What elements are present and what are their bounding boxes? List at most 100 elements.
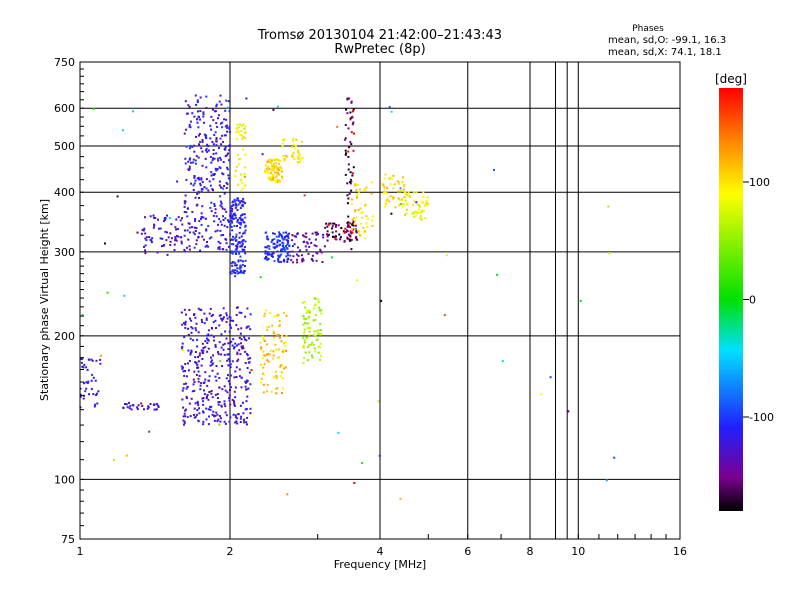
data-point xyxy=(225,242,228,245)
data-point xyxy=(183,336,186,339)
data-point xyxy=(283,138,286,141)
data-point xyxy=(246,354,249,357)
data-point xyxy=(242,123,245,126)
data-point xyxy=(413,216,416,218)
data-point xyxy=(313,307,316,310)
data-point xyxy=(181,217,183,220)
y-tick-label: 500 xyxy=(54,140,75,153)
data-point xyxy=(212,173,215,176)
data-point xyxy=(194,218,197,220)
data-point xyxy=(80,361,83,364)
data-point xyxy=(227,145,230,147)
data-point xyxy=(276,105,279,108)
data-point xyxy=(236,270,239,273)
data-point xyxy=(200,318,203,321)
data-point xyxy=(205,318,208,321)
x-tick-label: 8 xyxy=(527,545,534,558)
data-point xyxy=(278,179,281,181)
data-point xyxy=(389,195,392,198)
data-point xyxy=(285,239,288,242)
data-point xyxy=(277,333,280,336)
data-point xyxy=(185,145,188,148)
data-point xyxy=(198,116,201,119)
data-point xyxy=(337,224,340,227)
data-point xyxy=(279,180,282,183)
data-point xyxy=(208,312,211,315)
data-point xyxy=(281,177,284,180)
data-point xyxy=(282,387,285,390)
data-point xyxy=(183,248,186,251)
data-point xyxy=(194,179,197,182)
data-point xyxy=(203,393,206,396)
data-point xyxy=(214,230,217,233)
data-point xyxy=(350,101,353,104)
data-point xyxy=(347,233,350,236)
data-point xyxy=(210,361,213,364)
data-point xyxy=(286,252,289,255)
data-point xyxy=(192,158,195,161)
data-point xyxy=(196,203,199,206)
data-point xyxy=(231,360,234,363)
data-point xyxy=(232,243,235,246)
data-point xyxy=(380,299,383,302)
data-point xyxy=(199,118,202,121)
data-point xyxy=(91,373,94,376)
data-point xyxy=(125,454,128,457)
data-point xyxy=(241,248,244,251)
data-point xyxy=(182,370,185,373)
data-point xyxy=(206,395,208,398)
data-point xyxy=(344,173,347,176)
data-point xyxy=(248,361,251,364)
data-point xyxy=(141,405,144,407)
data-point xyxy=(346,225,349,228)
data-point xyxy=(231,207,234,210)
data-point xyxy=(281,371,284,374)
data-point xyxy=(85,366,88,369)
data-point xyxy=(211,327,213,329)
data-point xyxy=(224,330,227,333)
data-point xyxy=(233,390,236,393)
data-point xyxy=(291,250,294,253)
data-point xyxy=(240,200,243,202)
data-point xyxy=(319,250,322,253)
data-point xyxy=(281,142,284,145)
data-point xyxy=(268,245,271,248)
data-point xyxy=(301,258,304,261)
data-point xyxy=(241,347,244,350)
data-point xyxy=(271,255,274,258)
data-point xyxy=(389,176,392,179)
data-point xyxy=(241,187,244,190)
data-point xyxy=(419,215,422,218)
data-point xyxy=(285,255,288,258)
data-point xyxy=(154,217,157,219)
data-point xyxy=(290,258,293,261)
data-point xyxy=(189,317,191,320)
data-point xyxy=(210,210,213,213)
data-point xyxy=(275,162,278,165)
data-point xyxy=(287,235,290,238)
data-point xyxy=(186,385,189,388)
data-point xyxy=(247,325,250,328)
data-point xyxy=(295,144,297,147)
data-point xyxy=(185,211,188,214)
data-point xyxy=(217,351,219,354)
data-point xyxy=(205,397,208,400)
data-point xyxy=(197,380,200,383)
data-point xyxy=(365,215,368,218)
data-point xyxy=(297,150,300,153)
data-point xyxy=(143,227,146,230)
data-point xyxy=(184,363,187,365)
data-point xyxy=(199,96,202,99)
data-point xyxy=(198,354,201,357)
data-point xyxy=(238,131,241,134)
data-point xyxy=(283,367,286,370)
data-point xyxy=(407,191,410,194)
data-point xyxy=(304,318,307,321)
data-point xyxy=(96,392,98,395)
data-point xyxy=(246,352,248,355)
data-point xyxy=(200,190,203,193)
data-point xyxy=(234,175,237,178)
data-point xyxy=(91,359,94,362)
data-point xyxy=(328,233,330,236)
